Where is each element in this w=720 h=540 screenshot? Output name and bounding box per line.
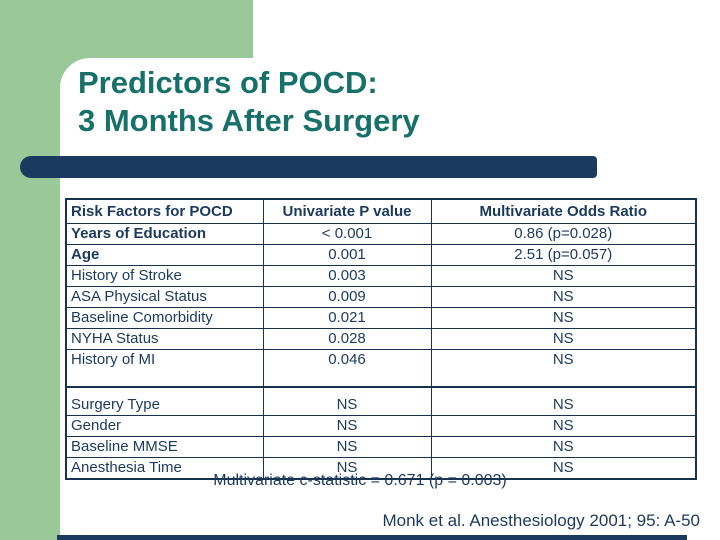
table-cell-p: NS — [262, 435, 432, 458]
table-cell-factor: Age — [65, 243, 264, 266]
table-header-row: Risk Factors for POCD Univariate P value… — [65, 198, 697, 224]
table-row: NYHA Status 0.028 NS — [65, 327, 697, 350]
table-section-1: Years of Education < 0.001 0.86 (p=0.028) A… — [65, 222, 697, 388]
table-cell-or: 2.51 (p=0.057) — [430, 243, 697, 266]
table-cell-p: 0.009 — [262, 285, 432, 308]
page-title: Predictors of POCD: 3 Months After Surger… — [78, 64, 638, 140]
table-cell-factor: Years of Education — [65, 222, 264, 245]
header-multivariate-or: Multivariate Odds Ratio — [430, 198, 697, 224]
results-table: Risk Factors for POCD Univariate P value… — [65, 198, 697, 480]
table-row: Gender NS NS — [65, 414, 697, 437]
citation: Monk et al. Anesthesiology 2001; 95: A-5… — [382, 511, 700, 530]
table-cell-p: 0.046 — [262, 348, 432, 388]
bottom-bar — [57, 535, 687, 540]
table-section-2: Surgery Type NS NS Gender NS NS Baseline MMSE N… — [65, 386, 697, 479]
table-cell-or: NS — [430, 456, 697, 479]
table-cell-p: NS — [262, 414, 432, 437]
table-row: Surgery Type NS NS — [65, 386, 697, 416]
table-cell-or: NS — [430, 348, 697, 388]
table-row: History of MI 0.046 NS — [65, 348, 697, 388]
page-title-line1: Predictors of POCD: — [78, 65, 378, 100]
table-row: ASA Physical Status 0.009 NS — [65, 285, 697, 308]
table-cell-factor: NYHA Status — [65, 327, 264, 350]
table-row: Anesthesia Time NS NS — [65, 456, 697, 479]
title-underline-bar — [20, 156, 597, 178]
table-cell-or: NS — [430, 435, 697, 458]
table-cell-p: 0.028 — [262, 327, 432, 350]
table-cell-p: < 0.001 — [262, 222, 432, 245]
table-cell-factor: Baseline Comorbidity — [65, 306, 264, 329]
table-cell-p: 0.001 — [262, 243, 432, 266]
table-cell-factor: Gender — [65, 414, 264, 437]
table-cell-p: 0.021 — [262, 306, 432, 329]
table-row: Baseline MMSE NS NS — [65, 435, 697, 458]
page-title-line2: 3 Months After Surgery — [78, 103, 420, 138]
header-risk-factors: Risk Factors for POCD — [65, 198, 264, 224]
table-cell-or: NS — [430, 327, 697, 350]
table-cell-or: NS — [430, 386, 697, 416]
table-cell-factor: History of Stroke — [65, 264, 264, 287]
table-row: Years of Education < 0.001 0.86 (p=0.028) — [65, 222, 697, 245]
table-cell-p: NS — [262, 386, 432, 416]
table-cell-factor: ASA Physical Status — [65, 285, 264, 308]
header-univariate-p: Univariate P value — [262, 198, 432, 224]
table-cell-p: 0.003 — [262, 264, 432, 287]
table-row: Age 0.001 2.51 (p=0.057) — [65, 243, 697, 266]
table-row: Baseline Comorbidity 0.021 NS — [65, 306, 697, 329]
table-cell-or: NS — [430, 285, 697, 308]
table-cell-factor: Surgery Type — [65, 386, 264, 416]
table-cell-or: NS — [430, 414, 697, 437]
table-cell-factor: History of MI — [65, 348, 264, 388]
c-statistic-footnote: Multivariate c-statistic = 0.671 (p = 0.… — [213, 472, 507, 489]
table-row: History of Stroke 0.003 NS — [65, 264, 697, 287]
table-cell-factor: Baseline MMSE — [65, 435, 264, 458]
table-cell-or: 0.86 (p=0.028) — [430, 222, 697, 245]
table-cell-or: NS — [430, 264, 697, 287]
green-sidebar — [0, 0, 60, 540]
table-cell-or: NS — [430, 306, 697, 329]
table-cell-factor: Anesthesia Time — [65, 456, 264, 479]
table-header: Risk Factors for POCD Univariate P value… — [65, 198, 697, 224]
